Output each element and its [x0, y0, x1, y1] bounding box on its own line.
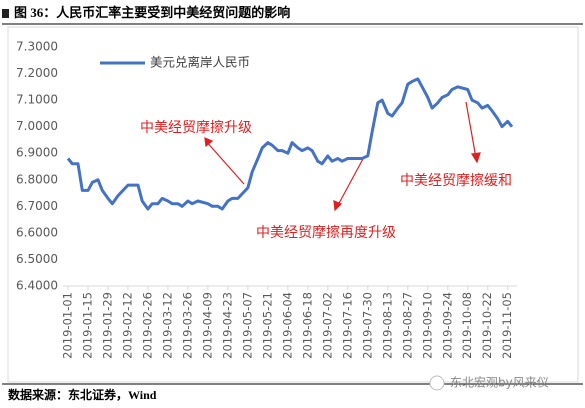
- watermark-icon: [429, 375, 445, 391]
- x-tick-label: 2019-07-16: [340, 292, 354, 359]
- x-tick-label: 2019-07-30: [360, 292, 374, 359]
- x-tick-label: 2019-02-26: [140, 292, 154, 359]
- annotation: 中美经贸摩擦升级: [140, 119, 252, 136]
- y-tick-label: 6.7000: [16, 199, 58, 213]
- x-tick-label: 2019-01-15: [80, 292, 94, 359]
- annotation: 中美经贸摩擦缓和: [400, 172, 512, 189]
- series-line: [66, 77, 514, 211]
- x-tick-label: 2019-01-01: [61, 292, 75, 359]
- x-tick-label: 2019-03-26: [180, 292, 194, 359]
- source: 数据来源：东北证券，Wind: [8, 387, 157, 402]
- annotation: 中美经贸摩擦再度升级: [256, 224, 396, 241]
- y-tick-label: 6.9000: [16, 146, 58, 160]
- x-tick-label: 2019-09-10: [420, 292, 434, 359]
- y-tick-label: 7.0000: [16, 119, 58, 133]
- x-tick-label: 2019-06-04: [280, 292, 294, 359]
- x-tick-label: 2019-08-13: [380, 292, 394, 359]
- title: 图 36：人民币汇率主要受到中美经贸问题的影响: [14, 5, 290, 20]
- x-tick-label: 2019-06-18: [300, 292, 314, 359]
- y-tick-label: 7.3000: [16, 40, 58, 54]
- y-tick-label: 6.6000: [16, 225, 58, 239]
- x-tick-label: 2019-03-12: [160, 292, 174, 359]
- x-tick-label: 2019-04-09: [200, 292, 214, 359]
- y-tick-label: 6.4000: [16, 279, 58, 293]
- y-tick-label: 6.8000: [16, 172, 58, 186]
- title-bullet: [2, 9, 9, 18]
- x-tick-label: 2019-08-27: [400, 292, 414, 359]
- y-tick-label: 6.5000: [16, 252, 58, 266]
- x-tick-label: 2019-05-07: [240, 292, 254, 359]
- y-tick-label: 7.1000: [16, 93, 58, 107]
- legend-label: 美元兑离岸人民币: [150, 55, 250, 70]
- x-tick-label: 2019-02-12: [120, 292, 134, 359]
- x-tick-label: 2019-11-05: [500, 292, 514, 359]
- x-tick-label: 2019-10-08: [460, 292, 474, 359]
- x-tick-label: 2019-04-23: [220, 292, 234, 359]
- x-tick-label: 2019-07-02: [320, 292, 334, 359]
- watermark: 东北宏观by风来仪: [450, 375, 549, 390]
- annotation-arrows: [204, 101, 481, 212]
- x-tick-label: 2019-01-29: [100, 292, 114, 359]
- y-tick-label: 7.2000: [16, 66, 58, 80]
- x-tick-label: 2019-05-21: [260, 292, 274, 359]
- x-tick-label: 2019-09-24: [440, 292, 454, 359]
- chart-frame: [7, 26, 579, 383]
- x-tick-label: 2019-10-22: [480, 292, 494, 359]
